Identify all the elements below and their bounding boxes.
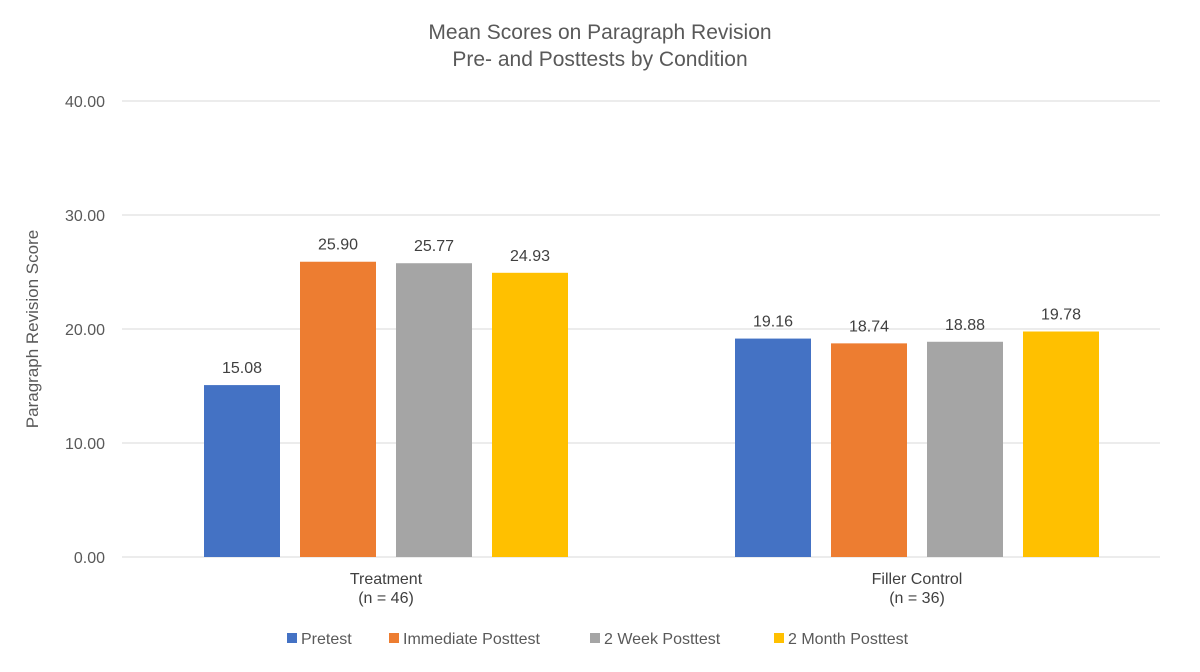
y-axis-ticks: 0.00 10.00 20.00 30.00 40.00: [65, 94, 105, 567]
data-label: 25.90: [318, 237, 358, 254]
bar: [204, 385, 280, 557]
y-tick-label: 20.00: [65, 322, 105, 339]
y-tick-label: 10.00: [65, 436, 105, 453]
legend-swatch: [389, 633, 399, 643]
legend-label: Pretest: [301, 631, 352, 648]
bar: [1023, 331, 1099, 557]
bar: [300, 261, 376, 557]
y-tick-label: 0.00: [74, 550, 105, 567]
x-category-label: Treatment: [350, 571, 423, 588]
bar: [927, 341, 1003, 557]
x-category-label: (n = 36): [889, 590, 945, 607]
y-tick-label: 40.00: [65, 94, 105, 111]
legend-swatch: [590, 633, 600, 643]
chart-title-line: Pre- and Posttests by Condition: [452, 48, 747, 71]
data-labels: 15.08 19.16 25.90 18.74 25.77 18.88 24.93 19.78: [222, 237, 1081, 377]
bar: [831, 343, 907, 557]
bar: [396, 263, 472, 557]
chart-title: Mean Scores on Paragraph Revision Pre- an…: [428, 21, 771, 71]
legend-swatch: [287, 633, 297, 643]
x-category-label: Filler Control: [872, 571, 963, 588]
y-tick-label: 30.00: [65, 208, 105, 225]
data-label: 15.08: [222, 360, 262, 377]
bar: [735, 338, 811, 557]
data-label: 24.93: [510, 248, 550, 265]
legend-label: 2 Week Posttest: [604, 631, 721, 648]
chart-title-line: Mean Scores on Paragraph Revision: [428, 21, 771, 44]
data-label: 19.16: [753, 314, 793, 331]
y-axis-title-text: Paragraph Revision Score: [23, 230, 42, 428]
legend-label: Immediate Posttest: [403, 631, 541, 648]
legend-swatch: [774, 633, 784, 643]
bar: [492, 272, 568, 557]
x-axis-categories: Treatment (n = 46) Filler Control (n = 36): [350, 571, 963, 607]
x-category-label: (n = 46): [358, 590, 414, 607]
y-axis-title: Paragraph Revision Score: [23, 230, 42, 428]
legend-label: 2 Month Posttest: [788, 631, 909, 648]
data-label: 19.78: [1041, 307, 1081, 324]
data-label: 18.74: [849, 318, 889, 335]
bars: [204, 261, 1099, 557]
data-label: 25.77: [414, 238, 454, 255]
legend: Pretest Immediate Posttest 2 Week Posttest…: [287, 631, 909, 648]
data-label: 18.88: [945, 317, 985, 334]
